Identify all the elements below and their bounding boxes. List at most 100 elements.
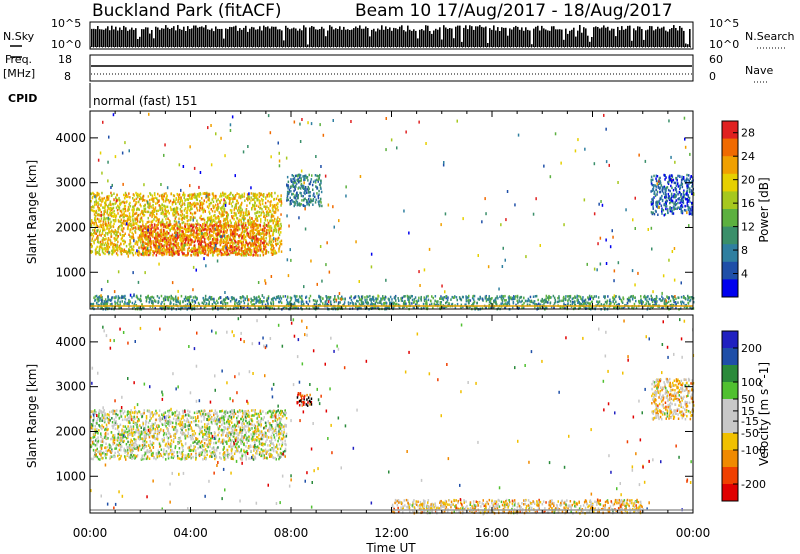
data-cell <box>93 206 95 209</box>
data-cell <box>532 301 534 305</box>
data-cell <box>101 306 103 310</box>
data-cell <box>662 187 664 190</box>
nsky-spike <box>491 29 493 47</box>
data-cell <box>358 307 360 310</box>
data-cell <box>135 240 137 243</box>
data-cell <box>250 299 253 302</box>
data-cell <box>129 242 131 246</box>
data-cell <box>296 196 299 200</box>
nsky-spike <box>619 30 621 47</box>
data-cell <box>96 217 99 221</box>
data-cell <box>137 236 139 239</box>
nsky-spike <box>557 29 559 47</box>
data-cell <box>263 214 266 218</box>
data-cell <box>376 297 378 301</box>
data-cell <box>223 207 226 211</box>
data-cell <box>124 209 127 213</box>
data-cell <box>138 208 140 211</box>
data-cell <box>141 209 143 213</box>
data-cell <box>434 295 437 298</box>
data-cell <box>117 240 119 244</box>
data-cell <box>216 209 219 212</box>
data-cell <box>280 222 282 226</box>
data-cell <box>180 234 183 238</box>
data-cell <box>160 245 162 249</box>
data-cell <box>312 194 314 197</box>
data-cell <box>257 248 259 252</box>
data-cell <box>665 189 667 192</box>
data-cell <box>232 228 235 231</box>
data-cell <box>120 202 122 205</box>
data-cell <box>219 235 221 238</box>
nsky-spike <box>535 26 537 47</box>
data-cell <box>108 245 111 249</box>
data-cell <box>151 212 153 215</box>
data-cell <box>163 306 165 309</box>
data-cell <box>149 239 151 242</box>
data-cell <box>94 216 96 219</box>
data-cell <box>181 221 183 225</box>
data-cell <box>183 216 185 220</box>
data-cell <box>278 218 281 221</box>
data-cell <box>175 230 177 234</box>
data-cell <box>143 307 145 310</box>
data-cell <box>152 253 154 257</box>
data-cell <box>188 235 190 239</box>
data-cell <box>629 295 632 299</box>
data-cell <box>204 252 206 255</box>
data-cell <box>275 243 278 247</box>
data-cell <box>94 299 96 302</box>
data-cell <box>191 212 194 216</box>
data-cell <box>270 248 272 251</box>
data-cell <box>122 230 124 233</box>
data-cell <box>213 231 215 234</box>
data-cell <box>242 215 245 219</box>
data-cell <box>114 249 116 253</box>
data-cell <box>651 202 654 205</box>
data-cell <box>139 234 141 238</box>
data-cell <box>184 234 186 237</box>
data-cell <box>270 229 273 232</box>
data-cell <box>106 210 108 214</box>
nave-tick-bottom: 0 <box>709 70 716 83</box>
nsearch-tick-top: 10^5 <box>709 17 739 30</box>
data-cell <box>253 223 256 226</box>
data-cell <box>140 253 143 256</box>
data-cell <box>103 216 105 219</box>
data-cell <box>569 303 572 307</box>
nsky-spike <box>687 44 689 47</box>
data-cell <box>682 178 684 181</box>
data-cell <box>176 231 179 235</box>
data-cell <box>165 212 167 216</box>
nsky-spike <box>633 28 635 47</box>
data-cell <box>244 227 247 231</box>
data-cell <box>218 206 220 209</box>
data-cell <box>667 182 670 185</box>
data-cell <box>147 235 150 239</box>
data-cell <box>675 188 677 191</box>
data-cell <box>188 297 191 301</box>
data-cell <box>151 295 153 299</box>
nsky-spike <box>587 35 589 47</box>
nsky-spike <box>353 28 355 47</box>
data-cell <box>215 233 218 236</box>
data-cell <box>298 176 301 179</box>
data-cell <box>218 229 221 232</box>
data-cell <box>105 203 107 207</box>
data-cell <box>181 232 184 236</box>
data-cell <box>202 202 205 205</box>
data-cell <box>254 196 256 200</box>
data-cell <box>170 236 172 239</box>
data-cell <box>232 235 234 238</box>
data-cell <box>312 299 315 302</box>
data-cell <box>110 232 112 236</box>
nsky-spike <box>517 26 519 47</box>
data-cell <box>250 253 252 256</box>
nsky-spike <box>285 25 287 47</box>
data-cell <box>212 200 215 203</box>
data-cell <box>187 299 189 302</box>
data-cell <box>165 244 167 247</box>
data-cell <box>240 213 242 216</box>
data-cell <box>674 181 677 185</box>
data-cell <box>536 303 538 307</box>
